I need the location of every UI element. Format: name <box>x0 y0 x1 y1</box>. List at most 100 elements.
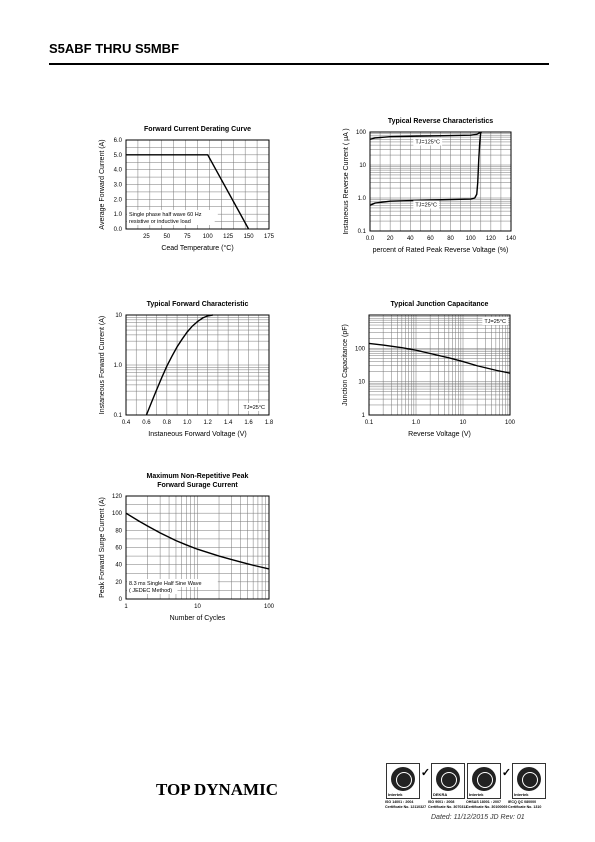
x-axis-label: Reverse Voltage (V) <box>408 431 471 438</box>
x-tick-label: 0.0 <box>366 236 375 242</box>
capacitance-chart: 0.1 1.0 10 100 1 10 100 Typical Junction Capaci… <box>342 301 516 438</box>
annotation-background <box>127 579 218 587</box>
cert-caption: ISO 14001 : 2004 Certificate No. 12110327 <box>385 800 426 809</box>
x-axis-label: percent of Rated Peak Reverse Voltage (%… <box>373 247 509 254</box>
annotation-background <box>413 200 440 209</box>
x-tick-label: 1.0 <box>183 420 192 426</box>
y-tick-label: 0 <box>119 597 123 603</box>
annotation-label: TJ=25°C <box>415 203 437 209</box>
x-axis-label: Number of Cycles <box>170 615 226 622</box>
annotation-label: 8.3 ms Single Half Sine Wave <box>129 581 202 587</box>
cert-badge: Intertek <box>467 763 501 799</box>
series-line <box>126 154 250 230</box>
cert-badge: Intertek <box>512 763 546 799</box>
forward-chart: 0.4 0.6 0.8 1.0 1.2 1.4 1.6 1.8 0.1 1.0 10 Typical … <box>99 301 274 438</box>
series-line <box>369 131 482 206</box>
annotation-label: resistive or inductive load <box>129 219 191 225</box>
x-axis-label: Cead Temperature (°C) <box>161 244 233 252</box>
series-line <box>368 342 511 374</box>
chart-title: Forward Current Derating Curve <box>144 126 251 133</box>
x-tick-label: 10 <box>194 604 201 610</box>
y-tick-label: 1.0 <box>114 363 123 369</box>
series-line <box>369 131 483 140</box>
x-tick-label: 1.2 <box>204 420 213 426</box>
chart-title: Typical Forward Characteristic <box>147 301 249 308</box>
certification-seal-icon <box>436 767 460 791</box>
brand-name: TOP DYNAMIC <box>156 780 278 799</box>
cert-number: Certificate No. 12110327 <box>385 804 427 809</box>
cert-label: DEKRA <box>433 792 448 797</box>
x-tick-label: 1.0 <box>412 420 421 426</box>
cert-badge: DEKRA <box>431 763 465 799</box>
x-tick-label: 100 <box>505 420 516 426</box>
chart-title: Typical Reverse Characteristics <box>388 118 493 125</box>
plot-frame <box>369 131 512 232</box>
x-tick-label: 175 <box>264 234 275 240</box>
certification-seal-icon <box>517 767 541 791</box>
annotation-background <box>127 586 178 594</box>
x-tick-label: 100 <box>466 236 477 242</box>
y-tick-label: 10 <box>358 380 365 386</box>
x-tick-label: 25 <box>143 234 150 240</box>
annotation-label: TJ=25°C <box>484 319 506 325</box>
cert-standard: ISO 9001 : 2008 <box>428 800 455 804</box>
chart-title: Maximum Non-Repetitive Peak <box>147 473 249 480</box>
x-tick-label: 80 <box>447 236 454 242</box>
cert-number: Certificate No. 30100069 <box>466 804 508 809</box>
cert-caption: ISO 9001 : 2008 Certificate No. 3070312 <box>428 800 467 809</box>
cert-badge: Intertek <box>386 763 420 799</box>
y-axis-label: Instaneous Reverse Current ( μA ) <box>343 128 350 234</box>
page-title: S5ABF THRU S5MBF <box>49 41 180 56</box>
y-tick-label: 100 <box>355 346 366 352</box>
plot-frame <box>125 314 270 416</box>
cert-standard: ISO 14001 : 2004 <box>385 800 414 804</box>
annotation-background <box>127 217 215 225</box>
cert-standard: OHSAS 18001 : 2007 <box>466 800 501 804</box>
x-tick-label: 75 <box>184 234 191 240</box>
y-tick-label: 20 <box>115 580 122 586</box>
chart-title: Typical Junction Capacitance <box>391 301 489 308</box>
x-tick-label: 100 <box>203 234 214 240</box>
header-rule <box>49 63 549 65</box>
y-tick-label: 10 <box>359 163 366 169</box>
y-axis-label: Average Forward Current (A) <box>99 139 106 229</box>
cert-label: Intertek <box>388 792 403 797</box>
x-tick-label: 0.1 <box>365 420 374 426</box>
x-tick-label: 40 <box>407 236 414 242</box>
annotation-label: ( JEDEC Method) <box>129 588 172 594</box>
derating-chart: 25 50 75 100 125 150 175 0.0 1.0 2.0 3.0 4.0 5.0 6.0 F… <box>99 126 275 252</box>
annotation-background <box>482 317 508 325</box>
x-tick-label: 100 <box>264 604 275 610</box>
y-tick-label: 1.0 <box>114 212 123 218</box>
y-axis-label: Instaneous Forward Current (A) <box>99 316 106 414</box>
chart-title: Forward Surage Current <box>157 482 238 489</box>
cert-standard: IECQ QC 080000 <box>508 800 537 804</box>
annotation-label: Single phase half wave 60 Hz <box>129 212 202 218</box>
x-tick-label: 20 <box>387 236 394 242</box>
y-tick-label: 4.0 <box>114 168 123 174</box>
y-tick-label: 40 <box>115 563 122 569</box>
y-axis-label: Junction Capacitance (pF) <box>342 324 349 406</box>
x-tick-label: 0.8 <box>163 420 172 426</box>
plot-frame <box>125 139 270 230</box>
plot-frame <box>368 314 511 416</box>
y-tick-label: 60 <box>115 546 122 552</box>
x-tick-label: 1.8 <box>265 420 274 426</box>
y-tick-label: 1 <box>362 413 366 419</box>
x-tick-label: 140 <box>506 236 517 242</box>
surge-chart: 1 10 100 0 20 40 60 80 100 120 Maximum Non-Repetit… <box>99 473 275 622</box>
y-tick-label: 100 <box>356 130 367 136</box>
cert-label: Intertek <box>514 792 529 797</box>
x-tick-label: 1.6 <box>244 420 253 426</box>
y-tick-label: 0.1 <box>358 229 367 235</box>
y-tick-label: 3.0 <box>114 183 123 189</box>
annotation-label: TJ=125°C <box>415 139 440 145</box>
y-tick-label: 10 <box>115 313 122 319</box>
annotation-background <box>127 210 218 218</box>
y-tick-label: 0.1 <box>114 413 123 419</box>
y-tick-label: 6.0 <box>114 138 123 144</box>
certification-seal-icon <box>472 767 496 791</box>
x-tick-label: 150 <box>244 234 255 240</box>
certification-seal-icon <box>391 767 415 791</box>
y-tick-label: 5.0 <box>114 153 123 159</box>
